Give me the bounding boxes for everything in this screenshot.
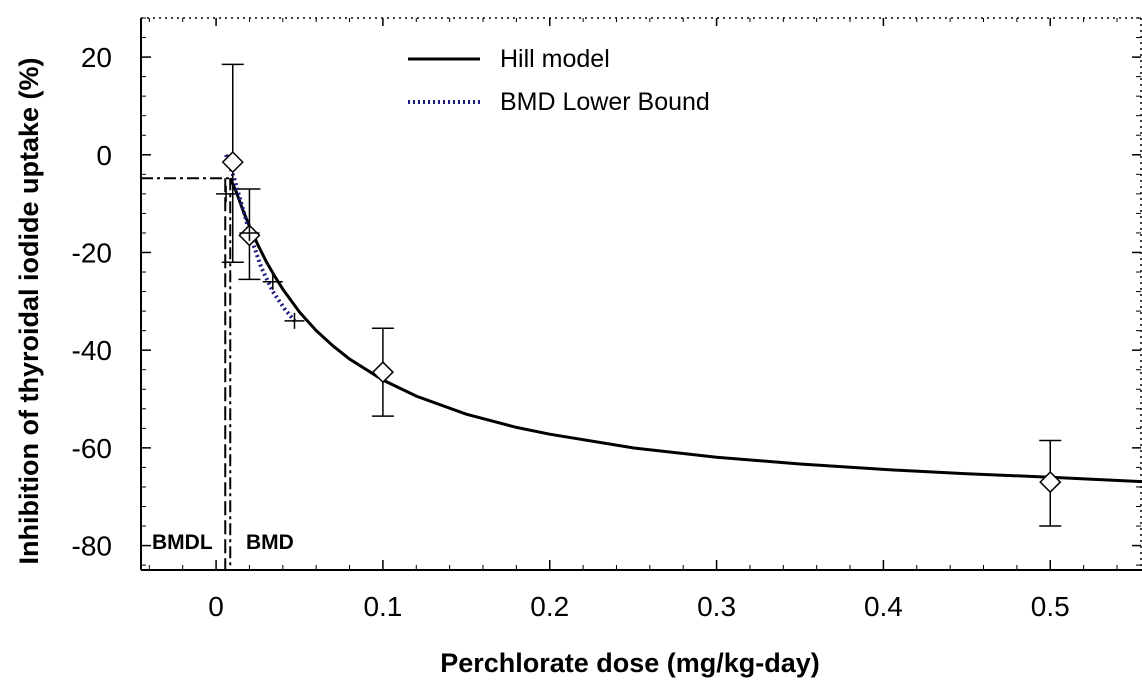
x-tick-label: 0.2 [530,591,569,622]
x-tick-label: 0.5 [1031,591,1070,622]
x-tick-label: 0.1 [363,591,402,622]
legend-bmd-label: BMD Lower Bound [500,88,710,116]
y-tick-label: -40 [72,335,112,366]
bmd-lower-bound-line [224,154,297,323]
reference-lines [141,177,232,570]
y-tick-label: -80 [72,531,112,562]
markers-layer [216,63,1062,527]
x-axis-ticks: 0 0.1 0.2 0.3 0.4 0.5 [208,18,1070,622]
y-axis-title: Inhibition of thyroidal iodide uptake (%… [14,58,44,565]
bmdl-label: BMDL [152,531,213,554]
y-tick-label: -20 [72,237,112,268]
bmd-label: BMD [246,531,294,554]
x-tick-label: 0 [208,591,224,622]
data-point-diamond [1039,471,1062,494]
x-tick-label: 0.4 [864,591,903,622]
x-tick-label: 0.3 [697,591,736,622]
y-axis-ticks: 20 0 -20 -40 -60 -80 [72,42,1141,562]
legend-hill-label: Hill model [500,45,610,73]
data-point-diamond [221,151,244,174]
plot-frame [140,17,1142,571]
legend: Hill model BMD Lower Bound [408,45,710,116]
series-layer [224,154,1142,484]
y-tick-label: 20 [81,42,112,73]
data-point-diamond [371,361,394,384]
y-tick-label: 0 [96,140,112,171]
y-tick-label: -60 [72,433,112,464]
hill-model-line [228,177,1142,484]
x-axis-title: Perchlorate dose (mg/kg-day) [440,648,820,678]
